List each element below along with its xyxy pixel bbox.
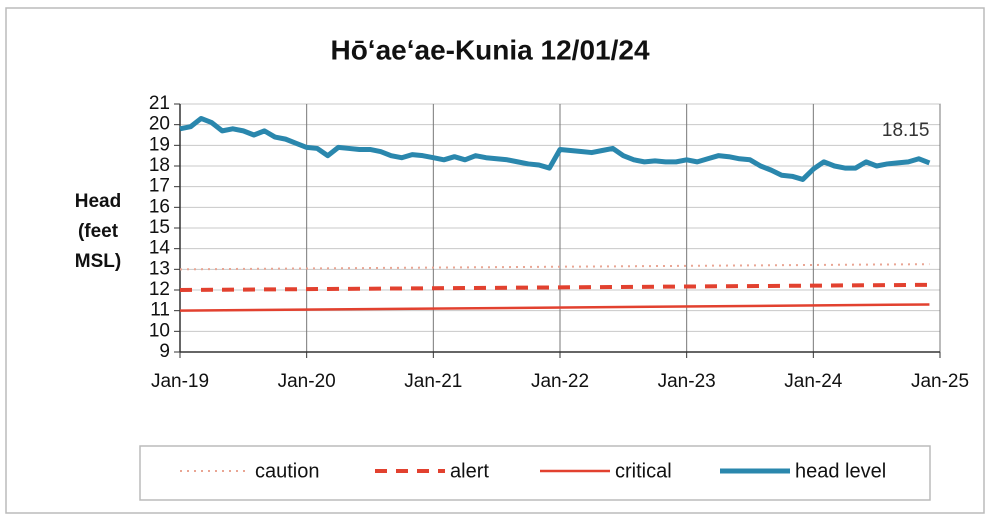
chart-title: Hōʻaeʻae-Kunia 12/01/24 (330, 34, 649, 65)
legend-label: caution (255, 460, 320, 482)
x-tick-label: Jan-23 (658, 371, 716, 392)
y-tick-label: 11 (150, 300, 170, 321)
y-tick-label: 15 (149, 217, 170, 238)
series-line (179, 263, 930, 271)
x-tick-label: Jan-21 (404, 371, 462, 392)
x-tick-label: Jan-19 (151, 371, 209, 392)
legend-label: head level (795, 460, 886, 482)
y-tick-label: 16 (149, 196, 170, 217)
y-tick-label: 21 (149, 93, 170, 114)
legend-box (139, 445, 931, 501)
y-axis-label: MSL) (75, 251, 121, 272)
y-tick-label: 9 (159, 341, 170, 362)
y-axis-label: (feet (78, 221, 119, 242)
y-tick-label: 12 (149, 279, 170, 300)
legend-label: critical (615, 460, 672, 482)
y-tick-label: 10 (149, 320, 170, 341)
y-tick-label: 19 (149, 134, 170, 155)
y-tick-label: 14 (149, 238, 171, 259)
y-axis-label: Head (75, 191, 121, 212)
series-line (179, 303, 930, 312)
y-tick-label: 20 (149, 114, 170, 135)
x-tick-label: Jan-20 (278, 371, 336, 392)
x-tick-label: Jan-22 (531, 371, 589, 392)
x-tick-label: Jan-25 (911, 371, 969, 392)
y-tick-label: 13 (149, 258, 170, 279)
y-tick-label: 18 (149, 155, 170, 176)
series-line (179, 115, 931, 182)
x-tick-label: Jan-24 (784, 371, 843, 392)
legend-label: alert (450, 460, 489, 482)
y-tick-label: 17 (149, 176, 170, 197)
data-label: 18.15 (882, 120, 930, 141)
